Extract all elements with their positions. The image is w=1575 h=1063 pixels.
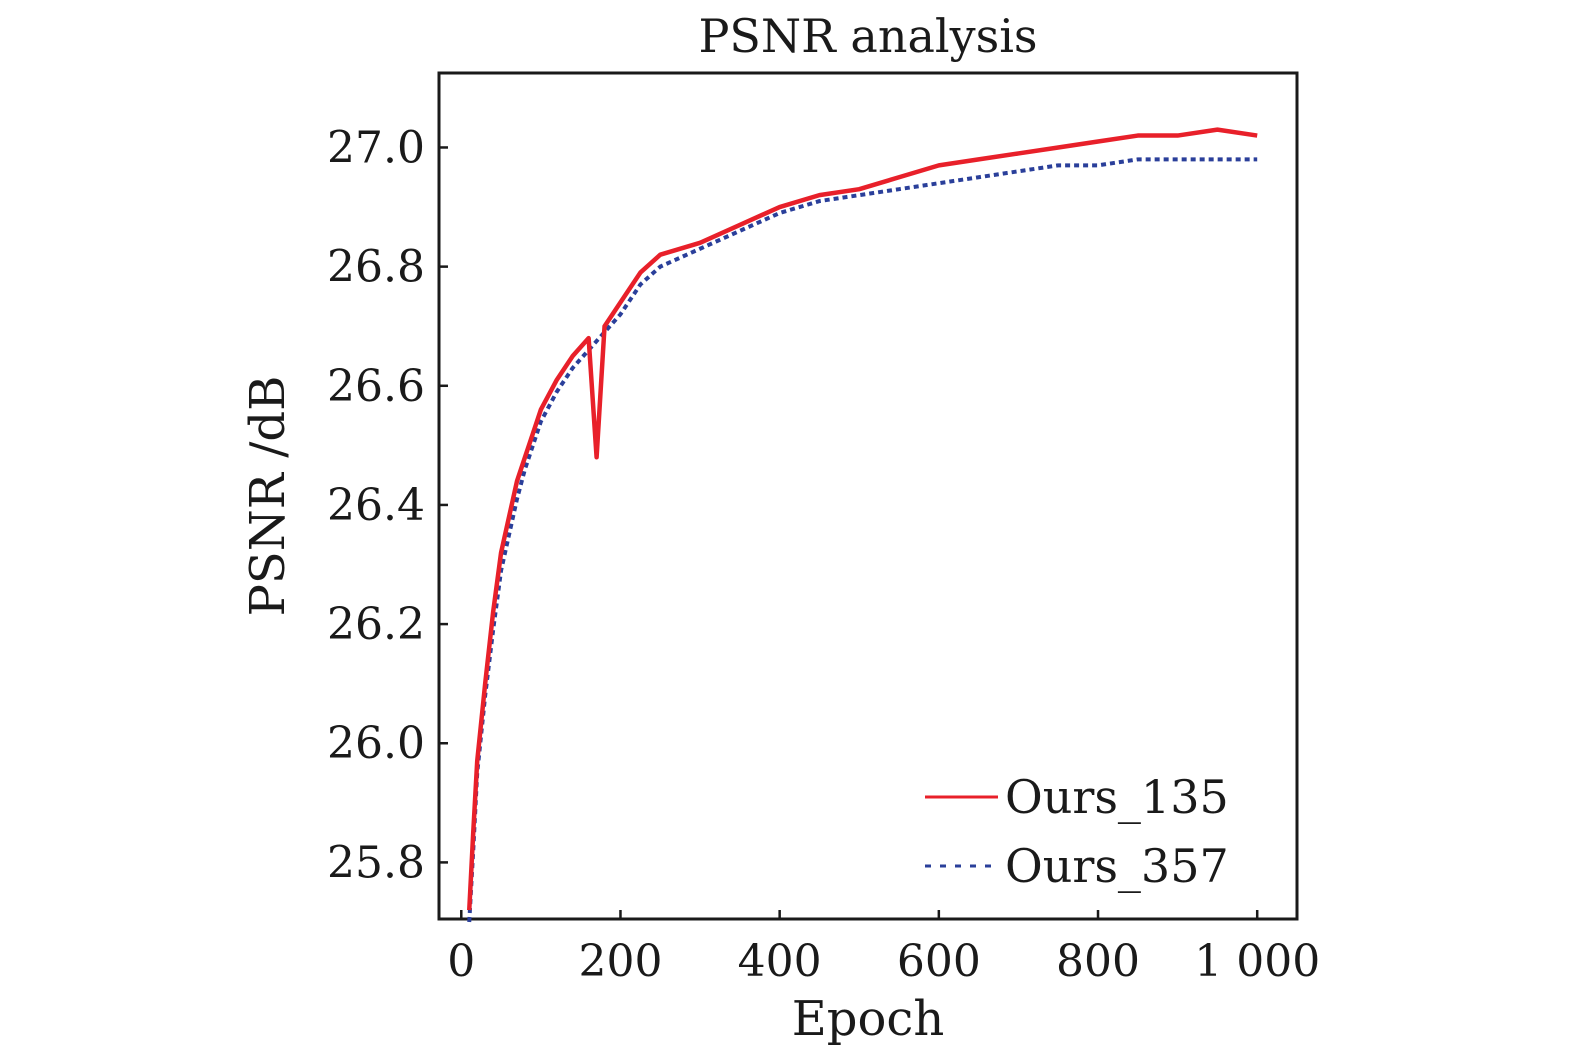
series-line-ours-357 (467, 157, 1258, 923)
x-tick-label: 800 (1056, 936, 1140, 987)
y-tick-label: 26.4 (327, 480, 425, 531)
series-line-ours-135 (466, 127, 1258, 911)
y-tick-label: 26.8 (327, 242, 425, 293)
x-tick-label: 0 (447, 936, 475, 987)
chart-title: PSNR analysis (698, 9, 1037, 63)
x-tick-label: 1 000 (1194, 936, 1320, 987)
y-axis-ticks: 25.8 26.0 26.2 26.4 26.6 26.8 27.0 (327, 122, 448, 888)
y-tick-label: 25.8 (327, 837, 425, 888)
x-tick-label: 600 (897, 936, 981, 987)
plot-frame (437, 71, 1299, 921)
legend: Ours_135 Ours_357 (925, 770, 1229, 893)
legend-label-ours-357: Ours_357 (1005, 839, 1229, 893)
y-tick-label: 27.0 (327, 122, 425, 173)
y-tick-label: 26.0 (327, 718, 425, 769)
x-tick-label: 200 (578, 936, 662, 987)
x-axis-ticks: 0 200 400 600 800 1 000 (447, 910, 1320, 987)
x-axis-label: Epoch (792, 991, 944, 1047)
series-layer (466, 127, 1258, 923)
legend-label-ours-135: Ours_135 (1005, 770, 1229, 824)
y-tick-label: 26.2 (327, 599, 425, 650)
plot-area (437, 71, 1299, 923)
y-tick-label: 26.6 (327, 361, 425, 412)
y-axis-label: PSNR /dB (240, 376, 296, 617)
x-tick-label: 400 (738, 936, 822, 987)
